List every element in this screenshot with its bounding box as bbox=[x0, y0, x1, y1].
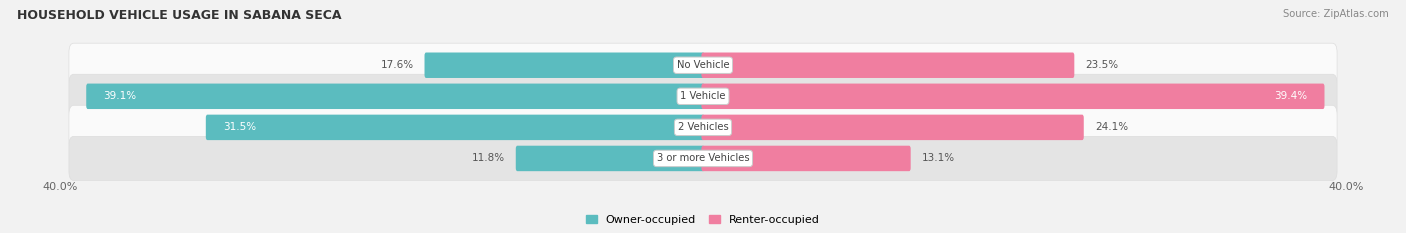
FancyBboxPatch shape bbox=[516, 146, 704, 171]
FancyBboxPatch shape bbox=[69, 136, 1337, 181]
Text: 11.8%: 11.8% bbox=[471, 154, 505, 163]
Text: 17.6%: 17.6% bbox=[381, 60, 413, 70]
Text: 1 Vehicle: 1 Vehicle bbox=[681, 91, 725, 101]
FancyBboxPatch shape bbox=[702, 115, 1084, 140]
Text: 13.1%: 13.1% bbox=[922, 154, 955, 163]
Text: No Vehicle: No Vehicle bbox=[676, 60, 730, 70]
Text: 24.1%: 24.1% bbox=[1095, 122, 1128, 132]
Text: 40.0%: 40.0% bbox=[42, 182, 77, 192]
Text: HOUSEHOLD VEHICLE USAGE IN SABANA SECA: HOUSEHOLD VEHICLE USAGE IN SABANA SECA bbox=[17, 9, 342, 22]
FancyBboxPatch shape bbox=[205, 115, 704, 140]
FancyBboxPatch shape bbox=[69, 74, 1337, 118]
FancyBboxPatch shape bbox=[69, 43, 1337, 87]
Text: 40.0%: 40.0% bbox=[1329, 182, 1364, 192]
Text: 31.5%: 31.5% bbox=[224, 122, 256, 132]
FancyBboxPatch shape bbox=[702, 84, 1324, 109]
Text: Source: ZipAtlas.com: Source: ZipAtlas.com bbox=[1284, 9, 1389, 19]
Text: 39.4%: 39.4% bbox=[1274, 91, 1308, 101]
FancyBboxPatch shape bbox=[702, 52, 1074, 78]
Legend: Owner-occupied, Renter-occupied: Owner-occupied, Renter-occupied bbox=[581, 210, 825, 229]
Text: 39.1%: 39.1% bbox=[104, 91, 136, 101]
Text: 2 Vehicles: 2 Vehicles bbox=[678, 122, 728, 132]
FancyBboxPatch shape bbox=[69, 105, 1337, 149]
Text: 23.5%: 23.5% bbox=[1085, 60, 1118, 70]
FancyBboxPatch shape bbox=[702, 146, 911, 171]
FancyBboxPatch shape bbox=[86, 84, 704, 109]
FancyBboxPatch shape bbox=[425, 52, 704, 78]
Text: 3 or more Vehicles: 3 or more Vehicles bbox=[657, 154, 749, 163]
